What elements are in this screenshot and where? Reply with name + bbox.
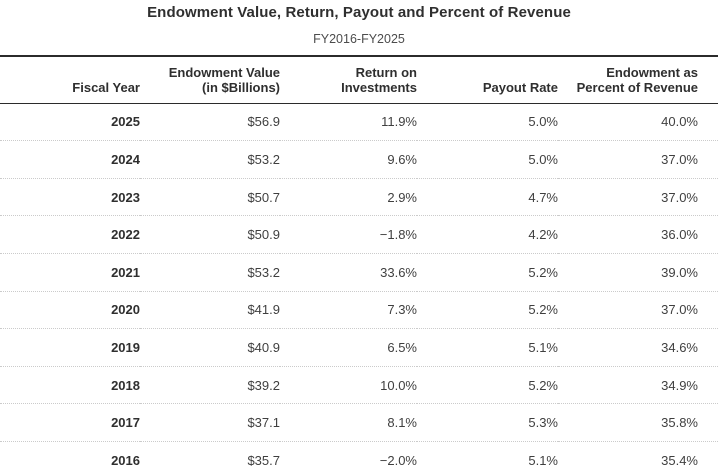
cell-endowment-value: $53.2 — [140, 140, 280, 179]
cell-endowment-percent-revenue: 40.0% — [661, 114, 698, 130]
cell-return-on-investments: 8.1% — [280, 403, 417, 442]
cell-endowment-value: $37.1 — [140, 403, 280, 442]
cell-payout-rate: 5.1% — [417, 328, 558, 367]
cell-endowment-percent-revenue: 36.0% — [558, 215, 718, 254]
cell-endowment-percent-revenue: 35.8% — [558, 403, 718, 442]
cell-payout-rate: 4.2% — [417, 215, 558, 254]
table-row: 2018 $39.2 10.0% 5.2% 34.9% — [0, 365, 718, 404]
table-row: 2025 $56.9 11.9% 5.0% 40.0% — [0, 103, 718, 141]
table-row: 2016 $35.7 −2.0% 5.1% 35.4% — [0, 440, 718, 466]
cell-payout-rate: 5.2% — [417, 290, 558, 329]
cell-payout-rate: 5.0% — [528, 114, 558, 130]
table-body: 2025 $56.9 11.9% 5.0% 40.0% 2024 $53.2 9.6% 5.0%… — [0, 103, 718, 466]
cell-fiscal-year: 2022 — [0, 215, 140, 254]
cell-endowment-percent-revenue: 37.0% — [558, 140, 718, 179]
cell-endowment-value: $41.9 — [140, 290, 280, 329]
table-header: Fiscal Year Endowment Value (in $Billion… — [0, 56, 718, 104]
cell-payout-rate: 5.0% — [417, 140, 558, 179]
cell-endowment-percent-revenue: 35.4% — [558, 440, 718, 466]
cell-payout-rate: 5.2% — [417, 252, 558, 292]
cell-payout-rate: 5.3% — [417, 403, 558, 442]
table-row: 2023 $50.7 2.9% 4.7% 37.0% — [0, 177, 718, 216]
cell-return-on-investments: 33.6% — [280, 252, 417, 292]
cell-return-on-investments: 7.3% — [280, 290, 417, 329]
cell-fiscal-year: 2023 — [0, 177, 140, 216]
cell-payout-rate: 4.7% — [417, 177, 558, 216]
cell-fiscal-year: 2024 — [0, 140, 140, 179]
cell-endowment-percent-revenue: 34.6% — [558, 328, 718, 367]
table-row: 2021 $53.2 33.6% 5.2% 39.0% — [0, 252, 718, 292]
header-cell-endowment-value: Endowment Value (in $Billions) — [168, 65, 280, 96]
cell-fiscal-year: 2018 — [0, 365, 140, 404]
cell-return-on-investments: 11.9% — [381, 114, 417, 130]
cell-return-on-investments: −2.0% — [280, 440, 417, 466]
cell-endowment-value: $39.2 — [140, 365, 280, 404]
cell-endowment-value: $50.7 — [140, 177, 280, 216]
cell-fiscal-year: 2025 — [111, 114, 140, 130]
cell-return-on-investments: 9.6% — [280, 140, 417, 179]
table-row: 2019 $40.9 6.5% 5.1% 34.6% — [0, 328, 718, 367]
cell-payout-rate: 5.1% — [417, 440, 558, 466]
cell-return-on-investments: −1.8% — [280, 215, 417, 254]
cell-endowment-value: $53.2 — [140, 252, 280, 292]
cell-fiscal-year: 2020 — [0, 290, 140, 329]
header-cell-payout-rate: Payout Rate — [482, 80, 558, 96]
cell-return-on-investments: 6.5% — [280, 328, 417, 367]
cell-payout-rate: 5.2% — [417, 365, 558, 404]
chart-subtitle: FY2016-FY2025 — [313, 32, 405, 46]
cell-fiscal-year: 2019 — [0, 328, 140, 367]
table-row: 2020 $41.9 7.3% 5.2% 37.0% — [0, 290, 718, 329]
header-cell-return-on-investments: Return on Investments — [341, 65, 417, 96]
table-row: 2024 $53.2 9.6% 5.0% 37.0% — [0, 140, 718, 179]
cell-endowment-value: $56.9 — [247, 114, 280, 130]
cell-fiscal-year: 2021 — [0, 252, 140, 292]
cell-fiscal-year: 2016 — [0, 440, 140, 466]
cell-endowment-percent-revenue: 37.0% — [558, 290, 718, 329]
cell-endowment-value: $50.9 — [140, 215, 280, 254]
data-table: Fiscal Year Endowment Value (in $Billion… — [0, 55, 718, 466]
chart-title: Endowment Value, Return, Payout and Perc… — [147, 4, 571, 21]
cell-fiscal-year: 2017 — [0, 403, 140, 442]
table-row: 2022 $50.9 −1.8% 4.2% 36.0% — [0, 215, 718, 254]
table-row: 2017 $37.1 8.1% 5.3% 35.8% — [0, 403, 718, 442]
cell-endowment-value: $40.9 — [140, 328, 280, 367]
cell-return-on-investments: 2.9% — [280, 177, 417, 216]
cell-endowment-value: $35.7 — [140, 440, 280, 466]
table-header-row: Fiscal Year Endowment Value (in $Billion… — [0, 56, 718, 104]
cell-endowment-percent-revenue: 39.0% — [558, 252, 718, 292]
header-cell-endowment-percent-revenue: Endowment as Percent of Revenue — [576, 65, 698, 96]
header-cell-fiscal-year: Fiscal Year — [72, 80, 140, 96]
cell-return-on-investments: 10.0% — [280, 365, 417, 404]
cell-endowment-percent-revenue: 37.0% — [558, 177, 718, 216]
cell-endowment-percent-revenue: 34.9% — [558, 365, 718, 404]
